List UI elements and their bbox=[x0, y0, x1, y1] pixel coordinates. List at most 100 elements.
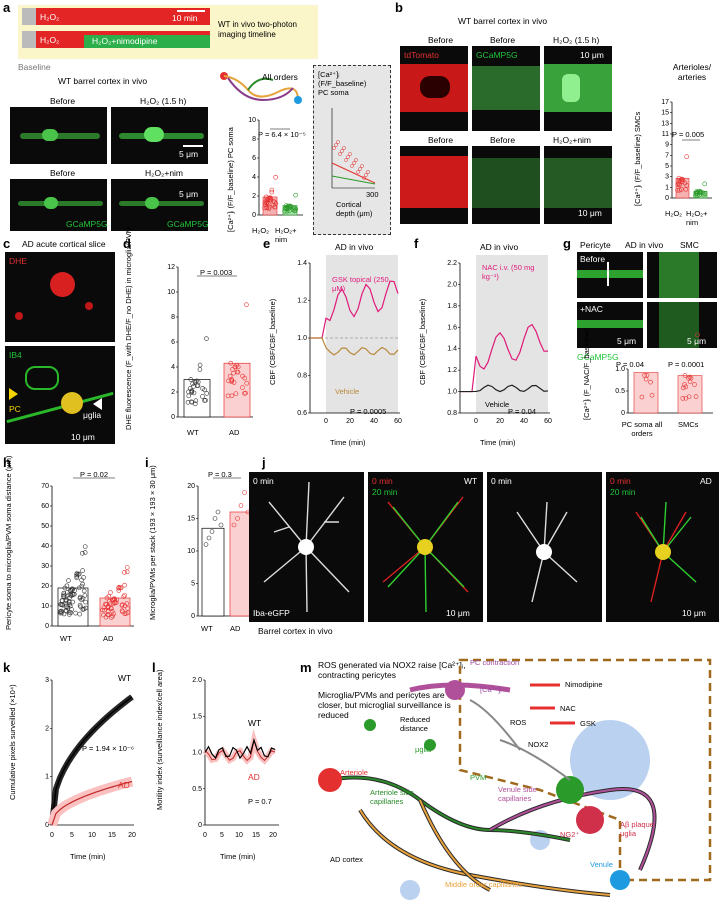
b-scale-1: 10 μm bbox=[580, 50, 604, 60]
l-ad: AD bbox=[248, 772, 260, 782]
d-ad-point bbox=[244, 302, 249, 308]
h-ad-point bbox=[116, 585, 121, 591]
b-h2o2-point bbox=[677, 178, 683, 183]
i-ytick-label: 5 bbox=[191, 581, 195, 588]
j-ad-label: AD bbox=[700, 476, 712, 486]
k-xtick-label: 15 bbox=[108, 832, 116, 839]
i-wt-point bbox=[209, 529, 215, 534]
i-wt-point bbox=[203, 542, 209, 547]
h-wt-point bbox=[61, 611, 67, 617]
a-inset-point bbox=[334, 143, 338, 147]
h-ytick-label: 60 bbox=[41, 503, 49, 510]
e-shade bbox=[326, 255, 398, 413]
h-wt-point bbox=[83, 605, 89, 611]
a-pval: P = 6.4 × 10⁻⁵ bbox=[258, 130, 306, 139]
d-ytick-label: 2 bbox=[171, 389, 175, 396]
panel-label-l: l bbox=[152, 660, 156, 675]
b-image-h2o2: 10 μm bbox=[544, 46, 612, 131]
h-wt-point bbox=[66, 609, 72, 615]
g-pc-point bbox=[648, 379, 653, 385]
i-ytick-label: 10 bbox=[187, 548, 195, 555]
i-wt-point bbox=[206, 535, 212, 541]
g-ytick-label: 0.5 bbox=[615, 388, 625, 395]
h-wt-point bbox=[80, 607, 86, 612]
timeline-bar-2: H₂O₂ H₂O₂+nimodipine bbox=[22, 31, 210, 48]
g-smc-point bbox=[693, 394, 699, 399]
a-inset-point bbox=[364, 173, 368, 177]
g-smc-point bbox=[695, 332, 700, 338]
f-vehicle-line bbox=[460, 384, 549, 393]
f-ytick-label: 0.8 bbox=[447, 410, 457, 417]
k-xtick-label: 20 bbox=[128, 832, 136, 839]
h-wt-point bbox=[68, 592, 74, 598]
h-wt-point bbox=[74, 572, 79, 577]
j-caption: Barrel cortex in vivo bbox=[258, 626, 333, 636]
i-count-chart: 0 5 10 15 20 bbox=[187, 477, 256, 620]
a-image-h2o2: 5 μm bbox=[111, 107, 208, 164]
d-wt-point bbox=[202, 387, 207, 393]
g-scale-1: 5 μm bbox=[617, 336, 637, 346]
k-ytick-label: 0 bbox=[45, 822, 49, 829]
a-inset-chart bbox=[331, 108, 376, 189]
b-ylabel: [Ca²⁺]ᵢ (F/F_baseline) SMCs bbox=[633, 111, 642, 206]
g-image-smc-before bbox=[647, 252, 717, 298]
e-ytick-label: 0.8 bbox=[297, 373, 307, 380]
h-ad-point bbox=[122, 582, 127, 588]
m-mid-cap: Middle order capillaries bbox=[445, 880, 523, 889]
panel-label-e: e bbox=[263, 236, 271, 251]
b-h2o2-point bbox=[684, 154, 689, 160]
a-before: Before bbox=[50, 96, 76, 106]
h-wt-point bbox=[76, 585, 82, 591]
h-ad-point bbox=[124, 565, 130, 570]
e-gsk: GSK topical (250 μM) bbox=[332, 275, 389, 293]
h-wt-point bbox=[64, 583, 70, 589]
f-xtick-label: 0 bbox=[474, 418, 478, 425]
b-h2o2-point bbox=[677, 182, 682, 188]
b-before-4: Before bbox=[490, 135, 516, 145]
g-ytick-label: 0 bbox=[621, 410, 625, 417]
h-ad-point bbox=[106, 594, 112, 599]
a-ytick-label: 6 bbox=[252, 155, 256, 162]
h-wt-point bbox=[78, 604, 83, 610]
g-gcamp: GCaMP5G bbox=[577, 352, 619, 362]
panel-label-m: m bbox=[300, 660, 312, 675]
c-title: AD acute cortical slice bbox=[22, 239, 106, 249]
g-p2: P = 0.0001 bbox=[668, 360, 705, 369]
a-inset-title: [Ca²⁺]ᵢ (F/F_baseline) PC soma bbox=[318, 70, 367, 97]
a-nim-point bbox=[286, 203, 292, 209]
a-inset-fit-h2o2 bbox=[331, 162, 376, 184]
f-xtick-label: 60 bbox=[544, 418, 552, 425]
c-image-ib4: IB4 PC μglia 10 μm bbox=[5, 346, 115, 444]
f-xlabel: Time (min) bbox=[480, 438, 516, 447]
b-ytick-label: 11 bbox=[662, 131, 669, 138]
l-wt-line bbox=[204, 737, 276, 760]
m-reduced: Reduced distance bbox=[400, 715, 431, 733]
b-tdtomato-label: tdTomato bbox=[404, 50, 439, 60]
h-x-ad: AD bbox=[103, 634, 114, 643]
j-wt-t20: 20 min bbox=[372, 487, 398, 497]
g-smc-point bbox=[680, 396, 686, 401]
d-ad-point bbox=[235, 364, 241, 370]
a-h2o2-point bbox=[269, 187, 275, 193]
a-ytick-label: 10 bbox=[248, 117, 256, 124]
l-xlabel: Time (min) bbox=[220, 852, 256, 861]
panel-label-j: j bbox=[262, 455, 266, 470]
d-wt-point bbox=[191, 390, 197, 396]
a-ca-chart: 0 2 4 6 8 10 bbox=[248, 117, 303, 219]
h-wt-point bbox=[61, 592, 66, 598]
l-pval: P = 0.7 bbox=[248, 797, 272, 806]
d-ylabel: DHE fluorescence (F_with DHE/F_no DHE) i… bbox=[124, 227, 133, 430]
d-ytick-label: 6 bbox=[171, 339, 175, 346]
e-xtick-label: 20 bbox=[346, 418, 354, 425]
m-pvm: PVM bbox=[470, 773, 487, 782]
f-title: AD in vivo bbox=[480, 242, 519, 252]
d-wt-point bbox=[192, 401, 198, 407]
h-wt-point bbox=[60, 602, 66, 608]
f-ytick-label: 1.0 bbox=[447, 389, 457, 396]
g-pc-point bbox=[649, 392, 655, 398]
m-ad-cortex: AD cortex bbox=[330, 855, 363, 864]
h-wt-point bbox=[79, 597, 84, 603]
f-vehicle: Vehicle bbox=[485, 400, 510, 409]
h-wt-point bbox=[82, 550, 88, 555]
d-ad-point bbox=[235, 369, 241, 375]
